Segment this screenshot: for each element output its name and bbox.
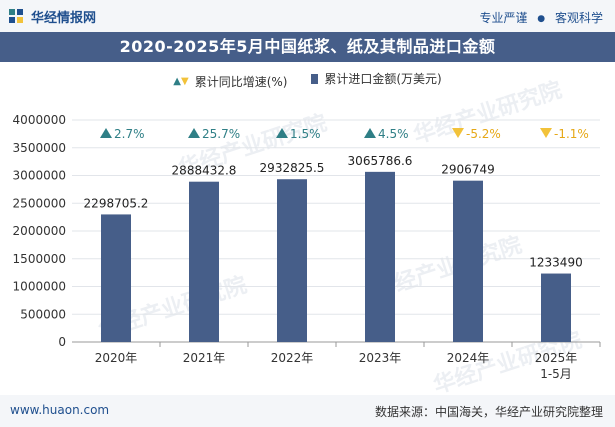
- bar-chart: 0 500000 1000000 1500000 2000000 2500000 30000…: [13, 113, 601, 381]
- triangle-down-icon: ▼: [181, 75, 189, 87]
- growth-label: 4.5%: [378, 127, 409, 141]
- tagline-left: 专业严谨: [479, 11, 528, 25]
- bar: [189, 181, 219, 342]
- x-tick-label: 2022年: [271, 351, 314, 365]
- bar-value-label: 2932825.5: [260, 161, 325, 175]
- y-tick-label: 1500000: [13, 252, 66, 266]
- brand[interactable]: 华经情报网: [8, 7, 97, 26]
- legend-amount: 累计进口金额(万美元): [311, 70, 442, 87]
- growth-up-marker: [276, 128, 288, 138]
- tagline-right: 客观科学: [554, 11, 603, 25]
- tagline: 专业严谨 ● 客观科学: [479, 9, 603, 26]
- y-tick-label: 2500000: [13, 196, 66, 210]
- y-tick-label: 4000000: [13, 113, 66, 127]
- x-tick-label: 2023年: [359, 351, 402, 365]
- growth-label: -1.1%: [554, 127, 589, 141]
- y-tick-label: 3500000: [13, 141, 66, 155]
- bar: [277, 179, 307, 342]
- top-bar: 华经情报网 专业严谨 ● 客观科学: [0, 0, 615, 32]
- growth-label: 2.7%: [114, 127, 145, 141]
- chart-legend: ▲ ▼ 累计同比增速(%) 累计进口金额(万美元): [0, 70, 615, 90]
- growth-up-marker: [100, 128, 112, 138]
- footer: www.huaon.com 数据来源：中国海关，华经产业研究院整理: [0, 395, 615, 427]
- growth-label: 25.7%: [202, 127, 240, 141]
- x-tick-label: 2025年: [535, 351, 578, 365]
- bar-value-label: 3065786.6: [348, 154, 413, 168]
- growth-label: -5.2%: [466, 127, 501, 141]
- footer-source: 数据来源：中国海关，华经产业研究院整理: [374, 405, 603, 419]
- legend-amount-label: 累计进口金额(万美元): [324, 72, 442, 86]
- bar-value-label: 2888432.8: [172, 164, 237, 178]
- x-tick-label: 2024年: [447, 351, 490, 365]
- y-tick-label: 3000000: [13, 169, 66, 183]
- chart-title: 2020-2025年5月中国纸浆、纸及其制品进口金额: [0, 32, 615, 62]
- bar-swatch-icon: [311, 73, 319, 84]
- bar-value-label: 2298705.2: [84, 196, 149, 210]
- brand-name: 华经情报网: [31, 10, 97, 26]
- bar: [453, 180, 483, 342]
- y-tick-label: 1000000: [13, 280, 66, 294]
- x-tick-label: 1-5月: [540, 367, 572, 381]
- bar: [541, 273, 571, 342]
- bullet-icon: ●: [537, 14, 546, 24]
- growth-label: 1.5%: [290, 127, 321, 141]
- bar: [101, 214, 131, 342]
- legend-growth: ▲ ▼ 累计同比增速(%): [173, 73, 287, 90]
- y-tick-label: 2000000: [13, 224, 66, 238]
- x-tick-label: 2021年: [183, 351, 226, 365]
- brand-logo-icon: [9, 9, 23, 23]
- bar: [365, 171, 395, 342]
- triangle-up-icon: ▲: [173, 75, 181, 87]
- x-tick-label: 2020年: [95, 351, 138, 365]
- growth-down-marker: [540, 128, 552, 138]
- legend-growth-label: 累计同比增速(%): [194, 74, 288, 89]
- growth-up-marker: [364, 128, 376, 138]
- growth-down-marker: [452, 128, 464, 138]
- footer-url[interactable]: www.huaon.com: [10, 403, 110, 417]
- bar-value-label: 2906749: [441, 163, 494, 177]
- y-tick-label: 500000: [20, 307, 66, 321]
- bar-value-label: 1233490: [529, 256, 582, 270]
- y-tick-label: 0: [58, 335, 66, 349]
- growth-up-marker: [188, 128, 200, 138]
